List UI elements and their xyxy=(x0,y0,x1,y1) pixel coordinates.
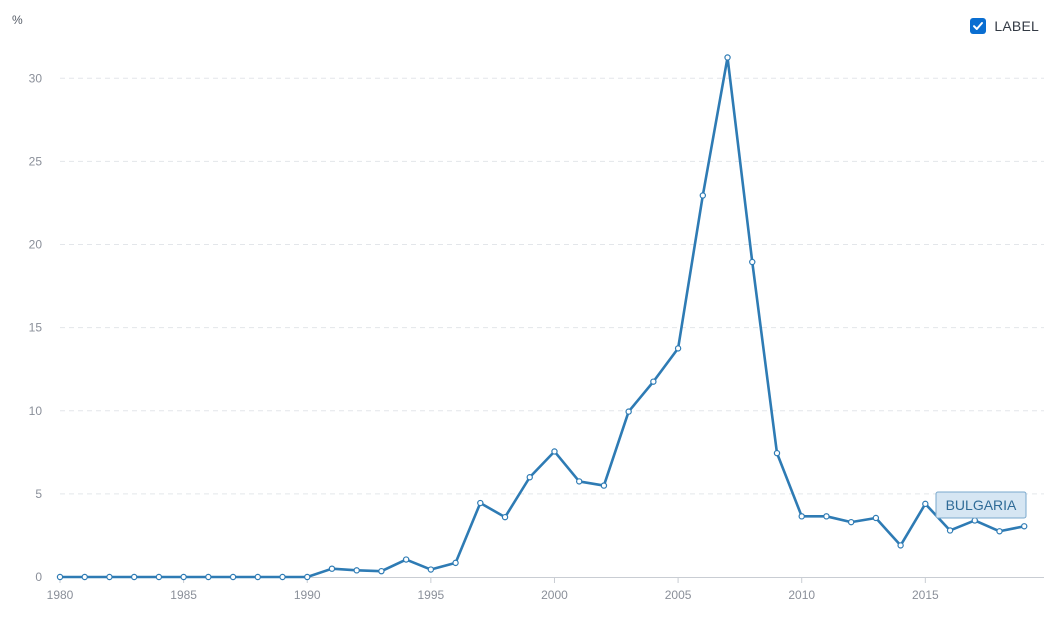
data-point[interactable] xyxy=(551,448,558,455)
data-point[interactable] xyxy=(971,517,978,524)
y-unit-label: % xyxy=(12,13,23,27)
x-tick-label: 2000 xyxy=(541,588,568,602)
data-point[interactable] xyxy=(501,513,509,521)
x-tick-label: 2015 xyxy=(912,588,939,602)
data-point[interactable] xyxy=(996,528,1003,535)
data-point[interactable] xyxy=(650,378,657,385)
data-point[interactable] xyxy=(402,556,410,563)
y-tick-label: 30 xyxy=(29,71,43,85)
x-tick-label: 2010 xyxy=(788,588,815,602)
x-tick-label: 1990 xyxy=(294,588,321,602)
data-point[interactable] xyxy=(823,513,830,520)
data-point[interactable] xyxy=(378,567,385,575)
series-tag-label: BULGARIA xyxy=(946,497,1017,513)
y-tick-label: 25 xyxy=(29,154,43,168)
series-line xyxy=(58,56,1026,579)
y-tick-label: 20 xyxy=(29,238,43,252)
data-point[interactable] xyxy=(575,478,583,485)
data-point[interactable] xyxy=(180,573,187,581)
series-tag-box xyxy=(935,491,1027,519)
data-point[interactable] xyxy=(56,573,64,581)
data-point[interactable] xyxy=(205,573,212,581)
x-tick-label: 1995 xyxy=(418,588,445,602)
data-point[interactable] xyxy=(872,514,880,522)
data-point[interactable] xyxy=(106,573,113,581)
data-point[interactable] xyxy=(229,573,237,581)
data-point[interactable] xyxy=(749,258,756,266)
data-point[interactable] xyxy=(304,573,311,581)
data-point[interactable] xyxy=(130,573,138,581)
y-tick-label: 0 xyxy=(35,570,42,584)
data-point[interactable] xyxy=(81,573,88,581)
data-point[interactable] xyxy=(922,500,929,508)
data-point[interactable] xyxy=(674,345,682,352)
data-point[interactable] xyxy=(773,449,781,457)
legend-label: LABEL xyxy=(994,18,1039,34)
x-axis: 1980 1985 1990 1995 2000 2005 2010 2015 xyxy=(47,577,1044,602)
y-tick-label: 5 xyxy=(35,487,42,501)
y-tick-label: 15 xyxy=(29,321,43,335)
data-point[interactable] xyxy=(452,559,459,567)
x-tick-label: 1985 xyxy=(170,588,197,602)
data-point[interactable] xyxy=(353,567,360,574)
data-point[interactable] xyxy=(254,573,261,581)
data-point[interactable] xyxy=(526,474,533,481)
y-axis: 0 5 10 15 20 25 30 xyxy=(29,71,43,584)
series-tag: BULGARIA xyxy=(935,491,1027,519)
data-point[interactable] xyxy=(897,542,904,549)
data-point[interactable] xyxy=(600,482,608,489)
data-point[interactable] xyxy=(328,565,336,572)
x-tick-label: 1980 xyxy=(47,588,74,602)
x-tick-label: 2005 xyxy=(665,588,692,602)
y-tick-label: 10 xyxy=(29,404,43,418)
grid-lines xyxy=(60,77,1044,495)
data-point[interactable] xyxy=(1021,523,1028,530)
legend[interactable]: LABEL xyxy=(970,18,1039,34)
data-point[interactable] xyxy=(847,518,855,526)
data-point[interactable] xyxy=(699,192,707,199)
checkmark-icon xyxy=(973,22,984,30)
data-point[interactable] xyxy=(427,566,435,573)
data-point[interactable] xyxy=(625,408,632,415)
data-point[interactable] xyxy=(279,573,286,581)
data-point[interactable] xyxy=(946,527,954,534)
data-point[interactable] xyxy=(798,513,805,520)
legend-checkbox[interactable] xyxy=(970,18,987,34)
data-point[interactable] xyxy=(724,54,731,61)
data-point[interactable] xyxy=(477,499,484,507)
series-layer: BULGARIA xyxy=(56,54,1028,581)
data-point[interactable] xyxy=(155,573,163,581)
